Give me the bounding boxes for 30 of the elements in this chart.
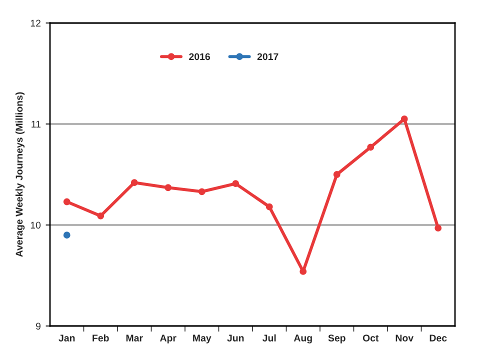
y-axis-title: Average Weekly Journeys (Millions) bbox=[16, 92, 25, 257]
legend-label: 2017 bbox=[257, 53, 278, 60]
x-tick-label: Sep bbox=[328, 334, 346, 344]
x-tick-label: Mar bbox=[126, 334, 143, 342]
x-tick-label: Jan bbox=[58, 334, 75, 342]
x-tick-label: Jul bbox=[262, 334, 276, 342]
point bbox=[434, 224, 442, 232]
point bbox=[130, 179, 138, 186]
x-tick-label: Aug bbox=[294, 334, 312, 344]
x-tick-label: Apr bbox=[160, 334, 176, 344]
legend-label: 2016 bbox=[189, 53, 210, 60]
x-tick-label: May bbox=[193, 334, 212, 344]
point bbox=[232, 180, 240, 188]
y-tick-label: 12 bbox=[30, 20, 40, 27]
y-tick-label: 11 bbox=[32, 120, 40, 128]
point bbox=[400, 115, 408, 122]
point bbox=[164, 184, 172, 192]
x-tick-label: Oct bbox=[362, 334, 379, 342]
x-tick-label: Dec bbox=[430, 334, 447, 342]
point bbox=[266, 203, 273, 210]
x-tick-label: Nov bbox=[396, 334, 414, 342]
point bbox=[97, 212, 104, 220]
y-tick-label: 10 bbox=[30, 222, 41, 229]
y-tick-label: 9 bbox=[36, 322, 41, 330]
point bbox=[63, 198, 70, 206]
point bbox=[367, 144, 374, 151]
point bbox=[333, 171, 340, 178]
x-tick-label: Jun bbox=[227, 334, 244, 342]
point bbox=[198, 188, 206, 196]
x-tick-label: Feb bbox=[92, 334, 109, 342]
